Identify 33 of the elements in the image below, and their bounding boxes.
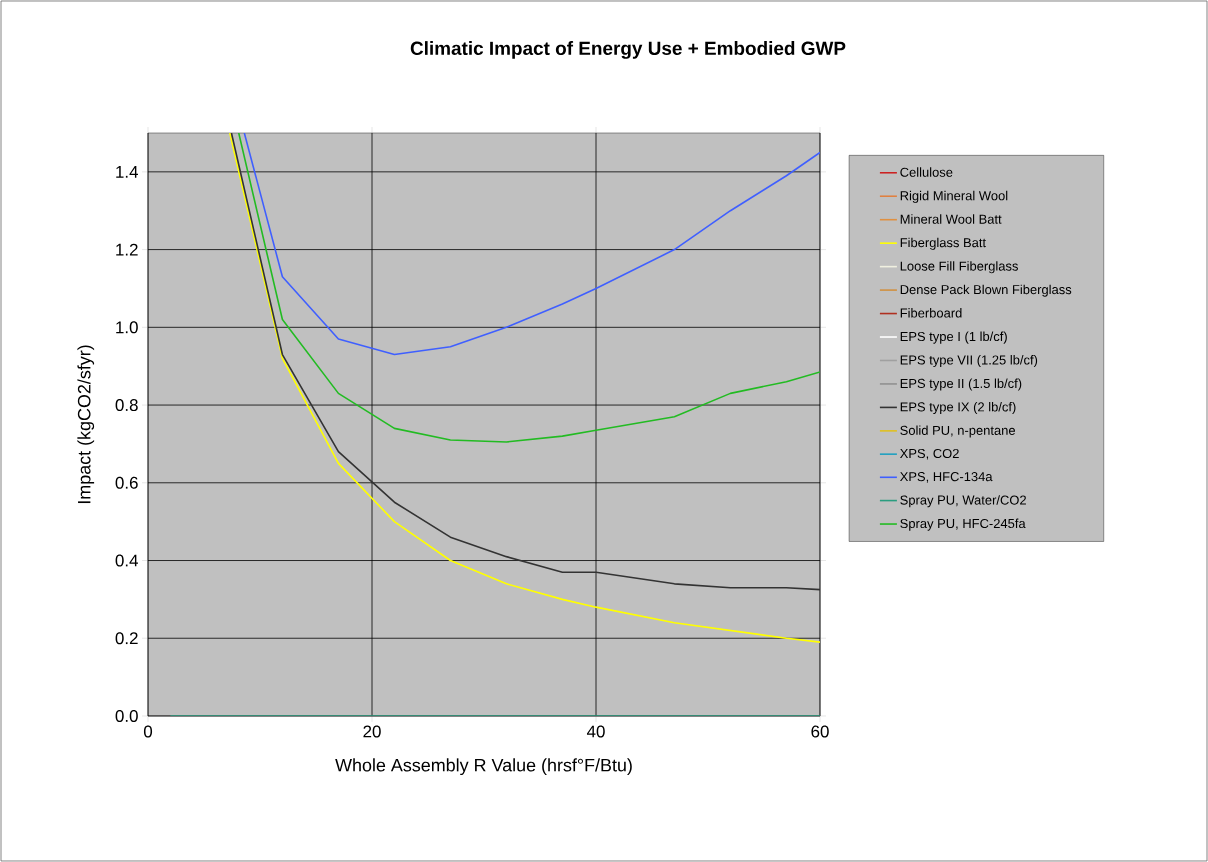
legend-label: EPS type VII (1.25 lb/cf) — [900, 355, 1038, 368]
x-tick-label: 40 — [586, 725, 605, 738]
legend-label: Spray PU, HFC-245fa — [900, 518, 1026, 531]
x-tick-label: 60 — [811, 725, 829, 738]
legend-label: Cellulose — [900, 167, 953, 177]
legend-label: Rigid Mineral Wool — [900, 190, 1008, 203]
chart-title: Climatic Impact of Energy Use + Embodied GWP — [410, 41, 846, 59]
legend-label: Spray PU, Water/CO2 — [900, 495, 1026, 508]
y-tick-label: 0.6 — [115, 476, 138, 489]
line-series — [243, 132, 821, 356]
y-axis-title: Impact (kgCO2/sfyr) — [77, 345, 95, 504]
y-tick-label: 0.2 — [115, 632, 138, 645]
legend-label: EPS type II (1.5 lb/cf) — [900, 378, 1022, 391]
y-tick-label: 0.8 — [115, 399, 138, 412]
y-tick-label: 1.0 — [116, 321, 138, 334]
y-tick-label: 0.4 — [115, 554, 138, 567]
legend-label: XPS, CO2 — [899, 448, 959, 460]
legend-label: Dense Pack Blown Fiberglass — [900, 284, 1072, 297]
legend-label: Fiberboard — [900, 308, 962, 318]
legend-label: Solid PU, n-pentane — [900, 425, 1016, 438]
legend-label: EPS type I (1 lb/cf) — [900, 331, 1007, 344]
legend-label: XPS, HFC-134a — [899, 472, 993, 483]
y-tick-label: 0.0 — [115, 709, 138, 722]
y-tick-label: 1.2 — [116, 243, 138, 256]
x-tick-label: 0 — [143, 725, 153, 738]
legend-label: EPS type IX (2 lb/cf) — [900, 401, 1016, 415]
legend-label: Mineral Wool Batt — [900, 214, 1002, 224]
y-tick-label: 1.4 — [116, 166, 138, 178]
legend-label: Loose Fill Fiberglass — [900, 261, 1018, 274]
x-axis-title: Whole Assembly R Value (hrsf°F/Btu) — [335, 758, 632, 776]
line-series — [237, 132, 821, 443]
x-tick-label: 20 — [363, 725, 381, 738]
legend-label: Fiberglass Batt — [900, 237, 986, 250]
